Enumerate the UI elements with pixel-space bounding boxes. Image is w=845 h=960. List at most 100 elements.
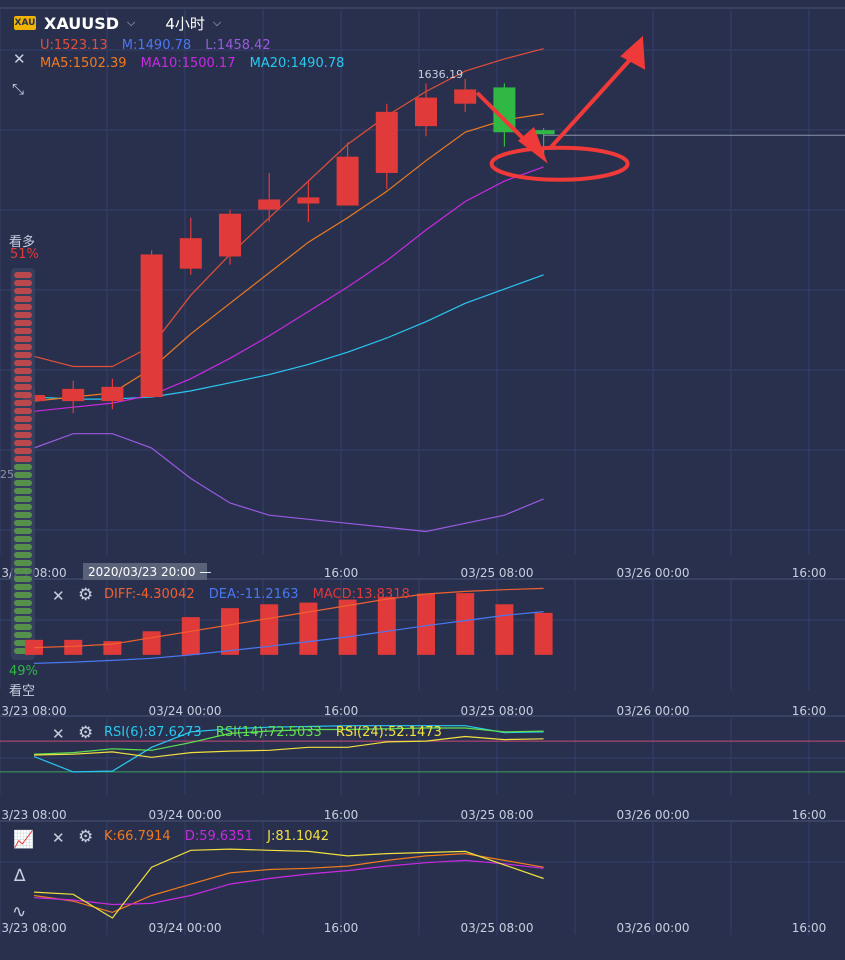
x-tick-label: 3/23 08:00 bbox=[1, 921, 66, 935]
rsi24-line bbox=[33, 735, 544, 758]
sentiment-segment bbox=[14, 280, 32, 286]
sentiment-segment bbox=[14, 568, 32, 574]
x-tick-label: 16:00 bbox=[792, 808, 827, 822]
sentiment-segment bbox=[14, 448, 32, 454]
sentiment-segment bbox=[14, 504, 32, 510]
x-tick-label: 03/24 00:00 bbox=[149, 921, 222, 935]
sentiment-segment bbox=[14, 288, 32, 294]
candle-up bbox=[375, 111, 398, 173]
close-icon[interactable]: ✕ bbox=[52, 587, 65, 605]
x-tick-label: 03/26 00:00 bbox=[617, 921, 690, 935]
boll-legend: U:1523.13 M:1490.78 L:1458.42 bbox=[40, 38, 281, 53]
wave-icon[interactable]: ∿ bbox=[12, 902, 27, 922]
rsi24-value: RSI(24):52.1473 bbox=[335, 725, 442, 740]
x-tick-label: 16:00 bbox=[792, 921, 827, 935]
dea-value: DEA:-11.2163 bbox=[208, 587, 299, 602]
candle-up bbox=[62, 388, 85, 402]
diff-value: DIFF:-4.30042 bbox=[104, 587, 195, 602]
macd-bar bbox=[64, 639, 83, 655]
chart-indicator-icon[interactable]: 📈 bbox=[13, 830, 35, 850]
j-line bbox=[33, 848, 544, 919]
d-line bbox=[33, 859, 544, 906]
x-tick-label: 03/24 00:00 bbox=[149, 704, 222, 718]
boll-lower-line bbox=[33, 433, 544, 533]
x-tick-label: 16:00 bbox=[792, 704, 827, 718]
boll-upper-line bbox=[33, 48, 544, 368]
candle-up bbox=[179, 238, 202, 269]
macd-bar bbox=[221, 608, 239, 655]
bear-percent: 49% bbox=[9, 664, 38, 679]
macd-bar bbox=[377, 597, 396, 655]
boll-lower-value: L:1458.42 bbox=[205, 38, 271, 53]
candle-down bbox=[493, 87, 516, 133]
x-tick-label: 03/25 08:00 bbox=[461, 704, 534, 718]
x-tick-label: 16:00 bbox=[324, 704, 359, 718]
sentiment-segment bbox=[14, 632, 32, 638]
sentiment-segment bbox=[14, 560, 32, 566]
sentiment-segment bbox=[14, 272, 32, 278]
candle-up bbox=[101, 386, 124, 402]
sentiment-segment bbox=[14, 360, 32, 366]
sentiment-segment bbox=[14, 520, 32, 526]
chevron-down-icon[interactable]: ⌵ bbox=[212, 16, 222, 29]
sentiment-segment bbox=[14, 312, 32, 318]
symbol-logo: XAU bbox=[14, 16, 36, 30]
symbol-selector[interactable]: XAUUSD bbox=[44, 13, 120, 33]
sentiment-segment bbox=[14, 552, 32, 558]
sentiment-segment bbox=[14, 472, 32, 478]
diff-line bbox=[33, 587, 544, 649]
close-icon[interactable]: ✕ bbox=[13, 50, 26, 68]
macd-legend: DIFF:-4.30042 DEA:-11.2163 MACD:13.8318 bbox=[104, 587, 420, 602]
sentiment-segment bbox=[14, 432, 32, 438]
x-tick-label: 16:00 bbox=[324, 566, 359, 580]
period-selector[interactable]: 4小时 bbox=[165, 14, 205, 33]
gear-icon[interactable]: ⚙ bbox=[78, 585, 94, 605]
x-tick-label: 16:00 bbox=[324, 808, 359, 822]
sentiment-segment bbox=[14, 512, 32, 518]
rsi6-line bbox=[33, 725, 544, 773]
sentiment-segment bbox=[14, 584, 32, 590]
ma10-value: MA10:1500.17 bbox=[140, 56, 236, 71]
sentiment-segment bbox=[14, 392, 32, 398]
chevron-down-icon[interactable]: ⌵ bbox=[127, 16, 136, 29]
candle-up bbox=[454, 89, 477, 104]
sentiment-segment bbox=[14, 336, 32, 342]
sentiment-segment bbox=[14, 384, 32, 390]
x-tick-label: 16:00 bbox=[324, 921, 359, 935]
sentiment-segment bbox=[14, 304, 32, 310]
bear-label: 看空 bbox=[9, 684, 36, 699]
macd-bar bbox=[338, 599, 357, 655]
sentiment-segment bbox=[14, 456, 32, 462]
sentiment-segment bbox=[14, 440, 32, 446]
rsi-legend: RSI(6):87.6273 RSI(14):72.5033 RSI(24):5… bbox=[104, 725, 452, 740]
sentiment-segment bbox=[14, 608, 32, 614]
crosshair-time-box bbox=[83, 563, 207, 580]
macd-bar bbox=[456, 593, 475, 655]
sentiment-segment bbox=[14, 496, 32, 502]
sentiment-segment bbox=[14, 600, 32, 606]
sentiment-segment bbox=[14, 408, 32, 414]
left-price-label: 25 bbox=[0, 468, 14, 481]
boll-mid-value: M:1490.78 bbox=[121, 38, 192, 53]
sentiment-segment bbox=[14, 624, 32, 630]
macd-bar bbox=[495, 604, 514, 655]
candle-up bbox=[297, 197, 320, 204]
sentiment-segment bbox=[14, 528, 32, 534]
annotation-arrow-up bbox=[548, 50, 639, 151]
crosshair-time-label: 2020/03/23 20:00 — bbox=[88, 565, 211, 579]
sentiment-segment bbox=[14, 416, 32, 422]
close-icon[interactable]: ✕ bbox=[52, 829, 65, 847]
sentiment-segment bbox=[14, 352, 32, 358]
sentiment-segment bbox=[14, 488, 32, 494]
collapse-arrows-icon[interactable]: ⤡ bbox=[12, 80, 25, 98]
candle-up bbox=[415, 97, 437, 127]
sentiment-segment bbox=[14, 320, 32, 326]
gear-icon[interactable]: ⚙ bbox=[78, 827, 94, 847]
gear-icon[interactable]: ⚙ bbox=[78, 723, 94, 743]
drawing-compass-icon[interactable]: ∆ bbox=[14, 866, 26, 886]
x-tick-label: 03/26 00:00 bbox=[617, 566, 690, 580]
close-icon[interactable]: ✕ bbox=[52, 725, 65, 743]
kdj-legend: K:66.7914 D:59.6351 J:81.1042 bbox=[104, 829, 339, 844]
sentiment-segment bbox=[14, 376, 32, 382]
